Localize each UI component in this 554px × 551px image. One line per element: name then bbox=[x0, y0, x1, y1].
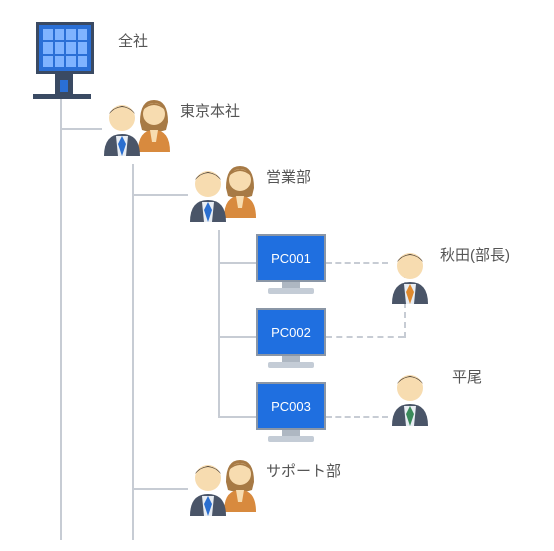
connector-line bbox=[132, 164, 134, 540]
person-icon bbox=[388, 248, 442, 308]
company-label: 全社 bbox=[118, 30, 148, 51]
connector-dashed bbox=[326, 336, 404, 338]
connector-line bbox=[218, 262, 256, 264]
connector-line bbox=[132, 488, 188, 490]
people-pair-icon bbox=[100, 94, 172, 162]
connector-line bbox=[218, 336, 256, 338]
pc-label: PC003 bbox=[271, 399, 311, 414]
hq-label: 東京本社 bbox=[180, 100, 240, 121]
monitor-icon: PC003 bbox=[256, 382, 326, 448]
pc-label: PC002 bbox=[271, 325, 311, 340]
connector-line bbox=[132, 194, 188, 196]
monitor-icon: PC002 bbox=[256, 308, 326, 374]
support-label: サポート部 bbox=[266, 460, 341, 481]
user2-label: 平尾 bbox=[452, 366, 482, 387]
sales-label: 営業部 bbox=[266, 166, 311, 187]
person-icon bbox=[388, 370, 442, 430]
connector-line bbox=[218, 416, 256, 418]
connector-line bbox=[60, 128, 102, 130]
people-pair-icon bbox=[186, 160, 258, 228]
connector-line bbox=[218, 230, 220, 417]
user1-label: 秋田(部長) bbox=[440, 244, 510, 265]
monitor-icon: PC001 bbox=[256, 234, 326, 300]
connector-dashed bbox=[326, 262, 388, 264]
connector-line bbox=[60, 98, 62, 540]
pc-label: PC001 bbox=[271, 251, 311, 266]
people-pair-icon bbox=[186, 454, 258, 522]
building-icon bbox=[36, 22, 92, 99]
connector-dashed bbox=[326, 416, 388, 418]
